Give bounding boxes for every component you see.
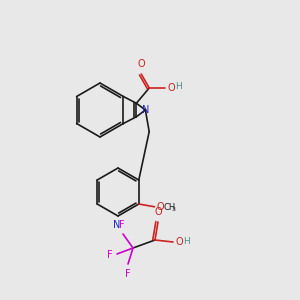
Text: O: O xyxy=(175,237,183,247)
Text: O: O xyxy=(137,59,145,69)
Text: 3: 3 xyxy=(172,207,176,212)
Text: CH: CH xyxy=(164,203,176,212)
Text: H: H xyxy=(175,82,182,91)
Text: O: O xyxy=(157,202,164,212)
Text: H: H xyxy=(183,236,190,245)
Text: O: O xyxy=(154,207,162,217)
Text: N: N xyxy=(113,220,121,230)
Text: N: N xyxy=(142,105,149,115)
Text: F: F xyxy=(125,269,131,279)
Text: F: F xyxy=(107,250,113,260)
Text: F: F xyxy=(119,220,125,230)
Text: O: O xyxy=(167,83,175,93)
